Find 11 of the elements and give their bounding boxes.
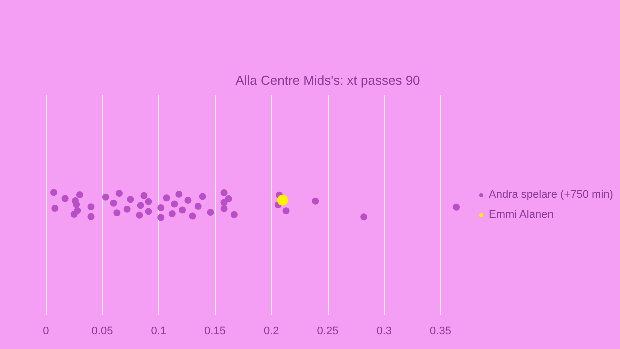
x-tick-label: 0.35 <box>430 326 452 338</box>
legend-label: Andra spelare (+750 min) <box>489 189 614 201</box>
legend-label: Emmi Alanen <box>489 209 554 221</box>
x-tick-label: 0.15 <box>204 326 226 338</box>
x-tick-label: 0 <box>43 326 50 338</box>
x-tick-label: 0.05 <box>92 326 114 338</box>
chart-subtitle: Alla Centre Mids's: xt passes 90 <box>236 73 420 88</box>
x-tick-label: 0.25 <box>317 326 339 338</box>
x-tick-label: 0.3 <box>376 326 392 338</box>
x-tick-label: 0.1 <box>151 326 167 338</box>
x-tick-label: 0.2 <box>264 326 280 338</box>
